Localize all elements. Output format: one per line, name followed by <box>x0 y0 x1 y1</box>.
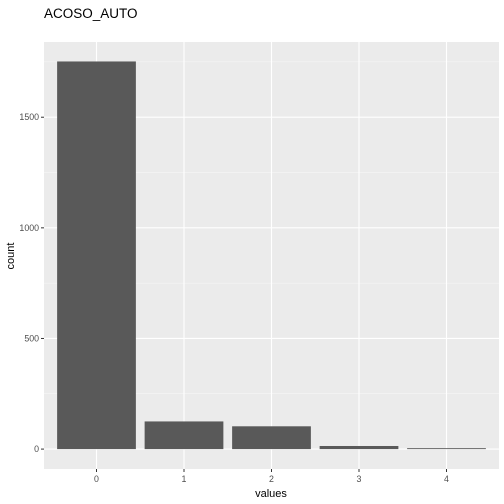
x-tick-label: 0 <box>94 474 99 484</box>
bar-4 <box>407 448 486 450</box>
y-axis: 0 500 1000 1500 <box>19 112 44 454</box>
bar-3 <box>319 445 399 450</box>
x-axis-title: values <box>255 488 287 500</box>
x-tick-label: 4 <box>444 474 449 484</box>
y-tick-label: 1000 <box>19 223 39 233</box>
bars <box>57 61 486 450</box>
bar-1 <box>144 421 224 450</box>
y-tick-label: 500 <box>24 333 39 343</box>
x-tick-label: 3 <box>357 474 362 484</box>
bar-0 <box>57 61 136 450</box>
x-tick-label: 1 <box>182 474 187 484</box>
y-tick-label: 1500 <box>19 112 39 122</box>
y-axis-title: count <box>5 243 17 270</box>
bar-2 <box>232 426 311 450</box>
x-tick-label: 2 <box>269 474 274 484</box>
y-tick-label: 0 <box>34 444 39 454</box>
x-axis: 0 1 2 3 4 <box>94 469 449 484</box>
chart-title: ACOSO_AUTO <box>44 6 138 21</box>
